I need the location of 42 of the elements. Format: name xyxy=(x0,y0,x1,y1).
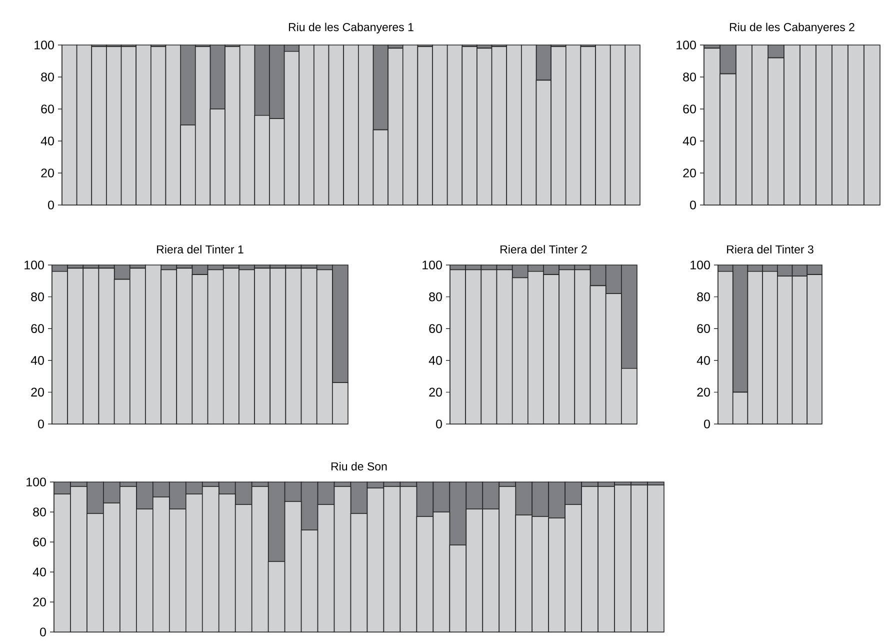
y-tick-label: 20 xyxy=(683,168,696,178)
chart-title: Riera del Tinter 1 xyxy=(157,245,244,254)
chart-title: Riera del Tinter 3 xyxy=(727,245,814,254)
y-tick-label: 0 xyxy=(48,200,54,210)
y-tick-label: 60 xyxy=(41,104,54,114)
y-tick-label: 0 xyxy=(38,420,44,428)
y-tick-label: 20 xyxy=(41,168,54,178)
y-tick-label: 20 xyxy=(697,388,710,397)
y-tick-label: 40 xyxy=(32,568,46,576)
chart-title: Riu de les Cabanyeres 1 xyxy=(288,22,414,34)
y-tick-label: 100 xyxy=(34,40,54,50)
y-tick-label: 100 xyxy=(676,40,696,50)
y-tick-label: 60 xyxy=(429,324,442,334)
y-tick-label: 80 xyxy=(697,292,710,302)
y-tick-label: 60 xyxy=(31,324,44,334)
y-tick-label: 60 xyxy=(683,104,696,114)
y-tick-label: 40 xyxy=(30,356,44,365)
y-tick-label: 60 xyxy=(697,324,710,334)
y-tick-label: 0 xyxy=(690,200,696,210)
y-tick-label: 80 xyxy=(33,508,46,516)
y-tick-label: 40 xyxy=(428,356,442,365)
y-tick-label: 100 xyxy=(24,260,44,270)
chart-title: Riera del Tinter 2 xyxy=(500,245,587,254)
y-tick-label: 20 xyxy=(429,388,442,397)
y-tick-label: 80 xyxy=(31,292,44,302)
y-tick-label: 80 xyxy=(41,72,54,82)
y-tick-label: 60 xyxy=(33,538,46,546)
y-tick-label: 40 xyxy=(682,136,696,146)
chart-title: Riu de Son xyxy=(331,462,387,470)
y-tick-label: 0 xyxy=(436,420,442,428)
y-tick-label: 40 xyxy=(40,136,54,146)
y-tick-label: 100 xyxy=(422,260,442,270)
y-tick-label: 20 xyxy=(31,388,44,397)
y-tick-label: 40 xyxy=(696,356,710,365)
y-tick-label: 20 xyxy=(33,598,46,606)
y-tick-label: 80 xyxy=(429,292,442,302)
y-tick-label: 100 xyxy=(690,260,710,270)
y-tick-label: 80 xyxy=(683,72,696,82)
y-tick-label: 100 xyxy=(26,478,46,486)
y-tick-label: 0 xyxy=(704,420,710,428)
chart-title: Riu de les Cabanyeres 2 xyxy=(730,22,854,34)
y-tick-label: 0 xyxy=(40,628,46,636)
